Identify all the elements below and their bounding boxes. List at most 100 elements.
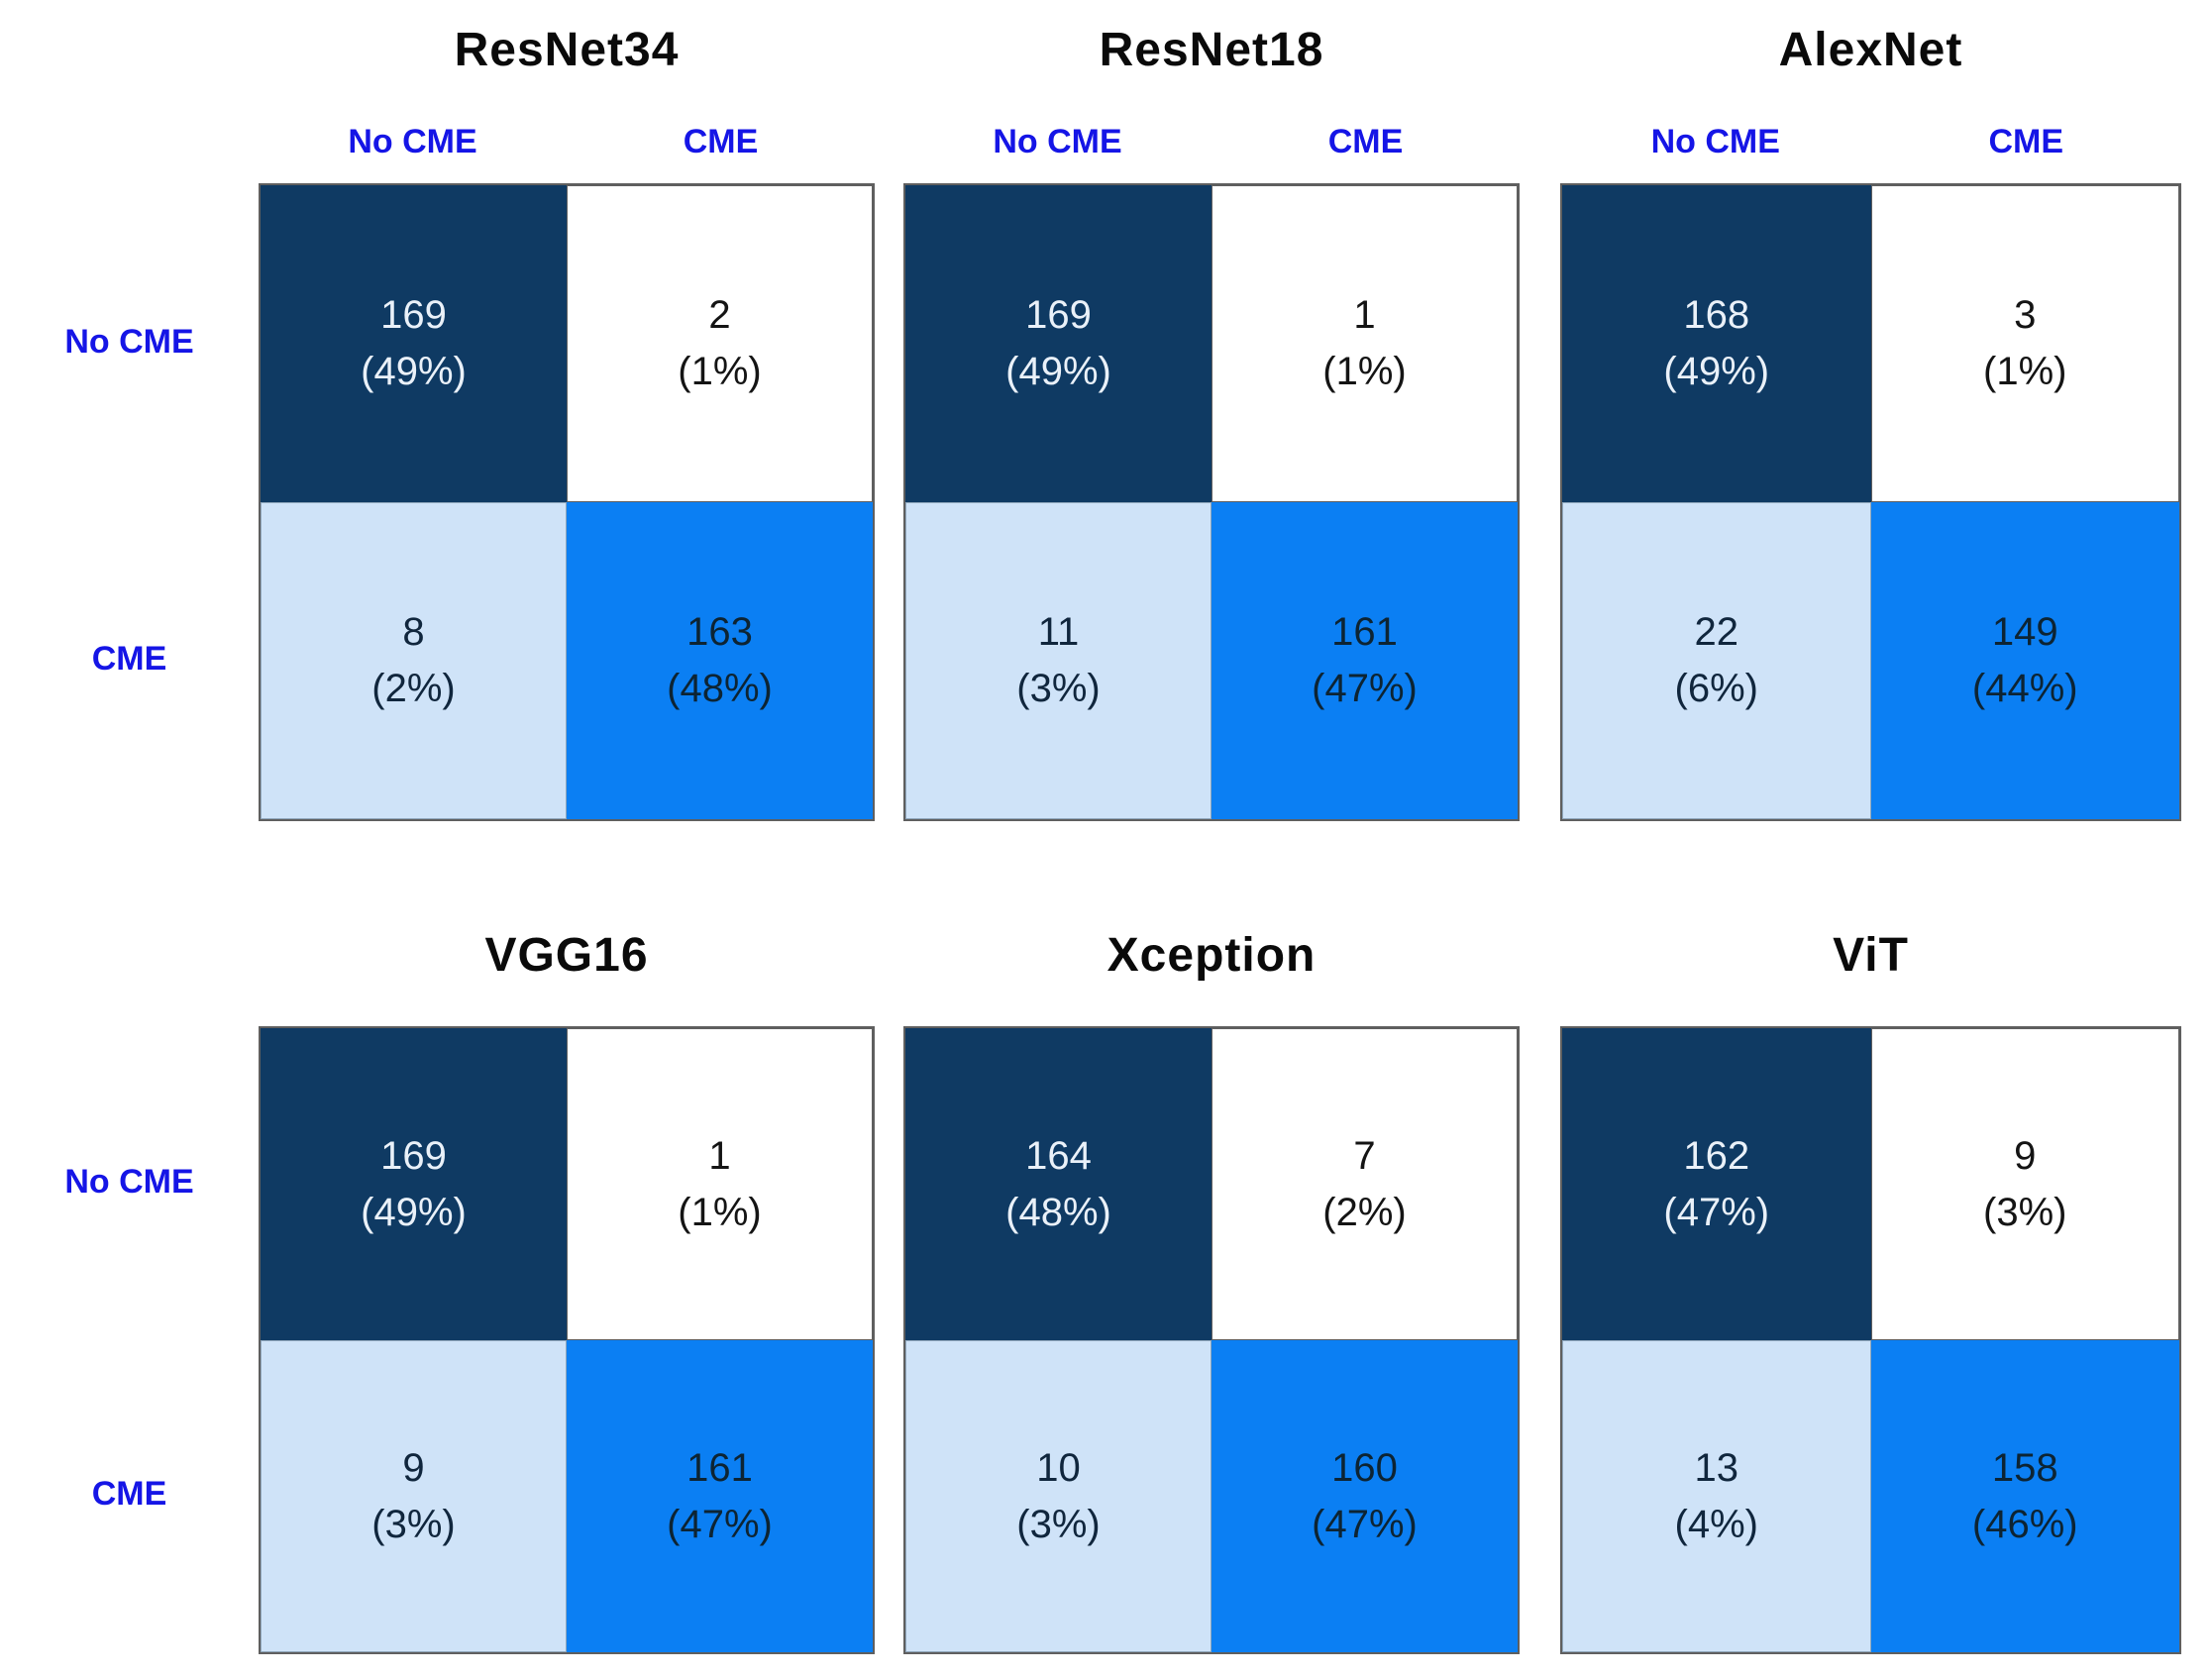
cell-percent: (46%)	[1971, 1502, 2078, 1546]
cell-count: 11	[1037, 610, 1080, 655]
cell-percent: (47%)	[1312, 1502, 1418, 1546]
panel-title: ResNet18	[1099, 23, 1324, 76]
col-header-no-cme: No CME	[993, 123, 1122, 160]
cell-fn: 22 (6%)	[1562, 502, 1871, 819]
cell-count: 169	[380, 1133, 447, 1178]
cell-percent: (44%)	[1971, 667, 2078, 710]
cell-percent: (1%)	[678, 350, 762, 393]
cell-fn: 13 (4%)	[1562, 1340, 1871, 1652]
panel-vit: ViT 162 (47%) 9 (3%) 13 (4%) 158 (46%)	[1560, 905, 2181, 1654]
cell-count: 9	[402, 1445, 425, 1490]
cell-count: 158	[1991, 1445, 2058, 1490]
row-label-gutter-top: No CME CME	[0, 0, 259, 817]
cell-count: 164	[1025, 1133, 1092, 1178]
cell-percent: (4%)	[1674, 1502, 1758, 1546]
cell-count: 169	[380, 293, 447, 338]
confusion-matrix: 169 (49%) 1 (1%) 9 (3%) 161 (47%)	[259, 1026, 875, 1654]
column-headers: No CME CME	[1560, 99, 2181, 183]
cell-percent: (3%)	[1016, 1502, 1101, 1546]
col-header-cme: CME	[1327, 123, 1404, 160]
cell-count: 160	[1331, 1445, 1398, 1490]
panel-title: VGG16	[484, 928, 649, 982]
row-label-cme: CME	[91, 639, 167, 678]
cell-percent: (3%)	[1016, 667, 1101, 710]
cell-percent: (49%)	[1005, 350, 1111, 393]
panel-title: Xception	[1106, 928, 1317, 982]
panel-title: AlexNet	[1778, 23, 1963, 76]
cell-percent: (49%)	[1663, 350, 1770, 393]
row-label-gutter-bottom: No CME CME	[0, 905, 259, 1650]
col-header-no-cme: No CME	[348, 123, 477, 160]
column-headers: No CME CME	[903, 99, 1520, 183]
cell-count: 9	[2014, 1133, 2037, 1178]
col-header-cme: CME	[1988, 123, 2064, 160]
cell-percent: (1%)	[1983, 350, 2067, 393]
cell-percent: (47%)	[667, 1502, 773, 1546]
panel-vgg16: VGG16 169 (49%) 1 (1%) 9 (3%) 161 (47%)	[259, 905, 875, 1654]
top-band: No CME CME ResNet34 No CME CME 169 (49%)…	[0, 0, 2212, 821]
cell-tn: 169 (49%)	[905, 185, 1211, 502]
panel-title: ViT	[1833, 928, 1909, 982]
cell-tp: 163 (48%)	[567, 502, 873, 819]
cell-tp: 149 (44%)	[1870, 502, 2179, 819]
cell-fp: 7 (2%)	[1211, 1028, 1518, 1340]
cell-percent: (2%)	[371, 667, 456, 710]
cell-percent: (48%)	[1005, 1190, 1111, 1234]
cell-count: 22	[1694, 610, 1739, 655]
cell-fn: 11 (3%)	[905, 502, 1211, 819]
cell-count: 3	[2014, 293, 2037, 338]
panel-title: ResNet34	[454, 23, 680, 76]
cell-count: 1	[1353, 293, 1376, 338]
cell-fp: 1 (1%)	[1211, 185, 1518, 502]
bottom-band: No CME CME VGG16 169 (49%) 1 (1%) 9 (3%)	[0, 905, 2212, 1654]
cell-fp: 2 (1%)	[567, 185, 873, 502]
cell-count: 168	[1683, 293, 1750, 338]
cell-tn: 169 (49%)	[261, 1028, 567, 1340]
cell-count: 8	[402, 610, 425, 655]
cell-count: 7	[1353, 1133, 1376, 1178]
cell-percent: (3%)	[1983, 1190, 2067, 1234]
panel-xception: Xception 164 (48%) 7 (2%) 10 (3%) 160 (4…	[903, 905, 1520, 1654]
cell-fn: 9 (3%)	[261, 1340, 567, 1652]
cell-fn: 10 (3%)	[905, 1340, 1211, 1652]
confusion-matrix: 162 (47%) 9 (3%) 13 (4%) 158 (46%)	[1560, 1026, 2181, 1654]
cell-tp: 161 (47%)	[567, 1340, 873, 1652]
cell-fp: 3 (1%)	[1870, 185, 2179, 502]
row-label-no-cme: No CME	[64, 322, 194, 361]
cell-count: 10	[1036, 1445, 1081, 1490]
cell-tn: 162 (47%)	[1562, 1028, 1871, 1340]
cell-percent: (48%)	[667, 667, 773, 710]
panel-resnet18: ResNet18 No CME CME 169 (49%) 1 (1%) 11 …	[903, 0, 1520, 821]
cell-count: 1	[708, 1133, 731, 1178]
cell-fn: 8 (2%)	[261, 502, 567, 819]
cell-count: 163	[686, 610, 753, 655]
row-label-no-cme: No CME	[64, 1163, 194, 1201]
col-header-cme: CME	[683, 123, 759, 160]
cell-tn: 169 (49%)	[261, 185, 567, 502]
cell-count: 2	[708, 293, 731, 338]
cell-tn: 164 (48%)	[905, 1028, 1211, 1340]
cell-count: 161	[686, 1445, 753, 1490]
cell-percent: (49%)	[361, 350, 467, 393]
confusion-matrix: 169 (49%) 2 (1%) 8 (2%) 163 (48%)	[259, 183, 875, 821]
cell-count: 161	[1331, 610, 1398, 655]
cell-tn: 168 (49%)	[1562, 185, 1871, 502]
confusion-matrix: 164 (48%) 7 (2%) 10 (3%) 160 (47%)	[903, 1026, 1520, 1654]
cell-fp: 9 (3%)	[1870, 1028, 2179, 1340]
row-label-cme: CME	[91, 1475, 167, 1513]
cell-percent: (2%)	[1322, 1190, 1407, 1234]
cell-tp: 158 (46%)	[1870, 1340, 2179, 1652]
cell-percent: (1%)	[678, 1190, 762, 1234]
cell-percent: (3%)	[371, 1502, 456, 1546]
confusion-matrix: 168 (49%) 3 (1%) 22 (6%) 149 (44%)	[1560, 183, 2181, 821]
cell-tp: 161 (47%)	[1211, 502, 1518, 819]
confusion-matrix: 169 (49%) 1 (1%) 11 (3%) 161 (47%)	[903, 183, 1520, 821]
col-header-no-cme: No CME	[1650, 123, 1780, 160]
cell-percent: (6%)	[1674, 667, 1758, 710]
cell-count: 13	[1694, 1445, 1739, 1490]
cell-percent: (47%)	[1663, 1190, 1770, 1234]
cell-count: 162	[1683, 1133, 1750, 1178]
cell-count: 149	[1991, 610, 2058, 655]
cell-percent: (49%)	[361, 1190, 467, 1234]
